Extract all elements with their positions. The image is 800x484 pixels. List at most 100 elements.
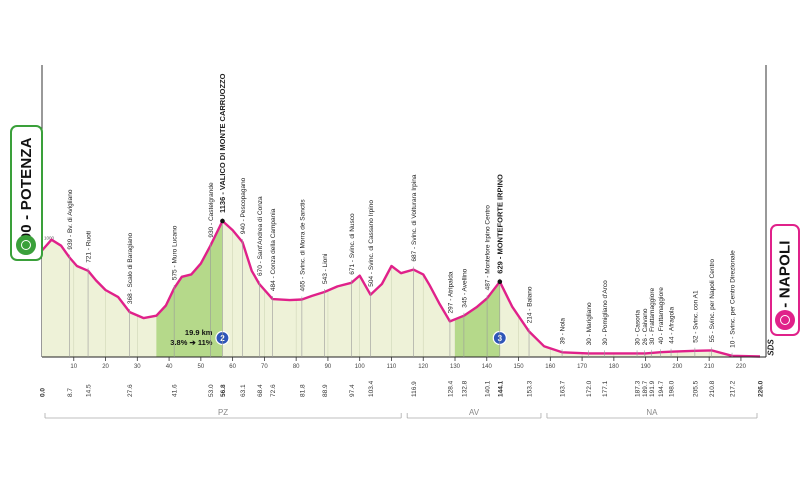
x-tick-label: 190 <box>641 364 652 370</box>
km-label: 128.4 <box>447 380 454 397</box>
waypoint-label: 687 - Svinc. di Volturara Irpina <box>411 174 418 261</box>
km-label: 97.4 <box>349 384 356 397</box>
km-label: 191.9 <box>649 380 656 397</box>
climb-section-3 <box>455 281 500 357</box>
x-tick-label: 120 <box>418 364 429 370</box>
waypoint-label: 30 - Marigliano <box>586 302 593 345</box>
waypoint-label: 214 - Baiano <box>527 286 534 323</box>
waypoint-label: 26 - Caivano <box>642 308 649 345</box>
km-label: 8.7 <box>67 388 74 397</box>
km-label: 194.7 <box>658 380 665 397</box>
summit-marker <box>497 279 503 284</box>
km-label: 72.6 <box>270 384 277 397</box>
km-label: 56.8 <box>220 384 227 397</box>
km-label: 177.1 <box>602 380 609 397</box>
km-label: 27.6 <box>127 384 134 397</box>
x-tick-label: 40 <box>166 364 173 370</box>
x-tick-label: 20 <box>102 364 109 370</box>
finish-label: 4 - NAPOLI <box>777 240 794 320</box>
waypoint-label: 1136 - VALICO DI MONTE CARRUOZZO <box>218 73 227 213</box>
x-tick-label: 220 <box>736 364 747 370</box>
start-label: 890 - POTENZA <box>18 137 35 250</box>
km-label: 217.2 <box>730 380 737 397</box>
km-label: 153.3 <box>527 380 534 397</box>
waypoint-label: 484 - Conza della Campania <box>270 208 277 291</box>
waypoint-label: 939 - Bv. di Avigliano <box>67 189 74 249</box>
climb-gradient: 3.8% ➔ 11% <box>170 338 212 347</box>
waypoint-label: 10 - Svinc. per Centro Direzionale <box>730 250 737 348</box>
finish-icon <box>775 310 795 330</box>
waypoint-label: 670 - Sant'Andrea di Conza <box>257 196 264 276</box>
km-label: 226.0 <box>758 380 765 397</box>
waypoint-label: 39 - Nola <box>560 318 567 345</box>
region-label: AV <box>469 408 480 417</box>
km-label: 189.7 <box>642 380 649 397</box>
waypoint-label: 30 - Casoria <box>635 310 642 346</box>
waypoint-label: 930 - Castelgrande <box>208 182 215 238</box>
region-label: PZ <box>218 408 228 417</box>
waypoint-label-layer: 939 - Bv. di Avigliano 721 - Ruoti 368 - S… <box>40 73 765 397</box>
km-label: 132.8 <box>461 380 468 397</box>
start-town: POTENZA <box>18 136 35 210</box>
waypoint-label: 345 - Avellino <box>461 268 468 307</box>
start-badge: 890 - POTENZA <box>10 125 43 261</box>
km-label: 63.1 <box>240 384 247 397</box>
km-label: 81.8 <box>299 384 306 397</box>
km-label: 88.9 <box>322 384 329 397</box>
waypoint-label: 52 - Svinc. con A1 <box>692 290 699 343</box>
x-tick-label: 30 <box>134 364 141 370</box>
finish-badge: 4 - NAPOLI <box>770 224 800 336</box>
waypoint-label: 44 - Afragola <box>669 306 676 343</box>
waypoint-label: 55 - Svinc. per Napoli Centro <box>709 259 716 343</box>
x-axis-layer: 10 20 30 40 50 60 70 80 90 100 110 120 130 140 150 160 1… <box>42 356 766 370</box>
climb-length: 19.9 km <box>185 328 213 337</box>
km-label: 53.0 <box>208 384 215 397</box>
sds-label: SDS <box>766 339 776 356</box>
km-label: 68.4 <box>257 384 264 397</box>
profile-area-layer: 219.9 km3.8% ➔ 11%3 <box>41 219 761 358</box>
region-label: NA <box>646 408 658 417</box>
km-label: 41.6 <box>172 384 179 397</box>
x-tick-label: 60 <box>229 364 236 370</box>
waypoint-label: 543 - Lioni <box>322 254 329 284</box>
km-label: 140.1 <box>485 380 492 397</box>
waypoint-label: 940 - Pescopagano <box>240 177 247 234</box>
waypoint-label: 629 - MONTEFORTE IRPINO <box>495 174 504 274</box>
x-tick-label: 160 <box>545 364 556 370</box>
km-label: 172.0 <box>586 380 593 397</box>
x-tick-label: 140 <box>482 364 493 370</box>
x-tick-label: 100 <box>355 364 366 370</box>
waypoint-label: 721 - Ruoti <box>86 231 93 263</box>
region-layer: PZ AV NA <box>44 408 758 419</box>
waypoint-label: 368 - Scalo di Baragiano <box>127 233 134 305</box>
x-tick-label: 50 <box>198 364 205 370</box>
x-tick-label: 200 <box>672 364 683 370</box>
x-tick-label: 130 <box>450 364 461 370</box>
x-tick-label: 210 <box>704 364 715 370</box>
x-tick-label: 170 <box>577 364 588 370</box>
km-label: 163.7 <box>560 380 567 397</box>
km-label: 116.9 <box>411 381 418 397</box>
km-label: 14.5 <box>86 384 93 397</box>
waypoint-label: 504 - Svinc. di Cassano Irpino <box>368 200 375 287</box>
waypoint-label: 575 - Muro Lucano <box>172 225 179 280</box>
x-tick-label: 90 <box>325 364 332 370</box>
waypoint-label: 465 - Svinc. di Morra de Sanctis <box>299 199 306 292</box>
waypoint-label: 297 - Atripalda <box>447 271 454 313</box>
waypoint-label: 30 - Frattamaggiore <box>649 287 656 344</box>
km-label: 187.3 <box>635 380 642 397</box>
km-label: 210.8 <box>709 380 716 397</box>
finish-town: NAPOLI <box>776 239 794 298</box>
x-tick-label: 180 <box>609 364 620 370</box>
waypoint-label: 487 - Montefore Irpino Centro <box>485 205 492 291</box>
km-label: 198.0 <box>669 380 676 397</box>
x-tick-label: 110 <box>387 364 397 370</box>
x-tick-label: 10 <box>70 364 77 370</box>
profile-line <box>41 219 761 358</box>
x-tick-label: 150 <box>514 364 525 370</box>
start-icon <box>16 235 36 255</box>
waypoint-label: 671 - Svinc. di Nusco <box>349 213 356 275</box>
y-tick-label: 1000 <box>44 235 55 240</box>
waypoint-label: 40 - Frattamaggiore <box>658 287 665 344</box>
